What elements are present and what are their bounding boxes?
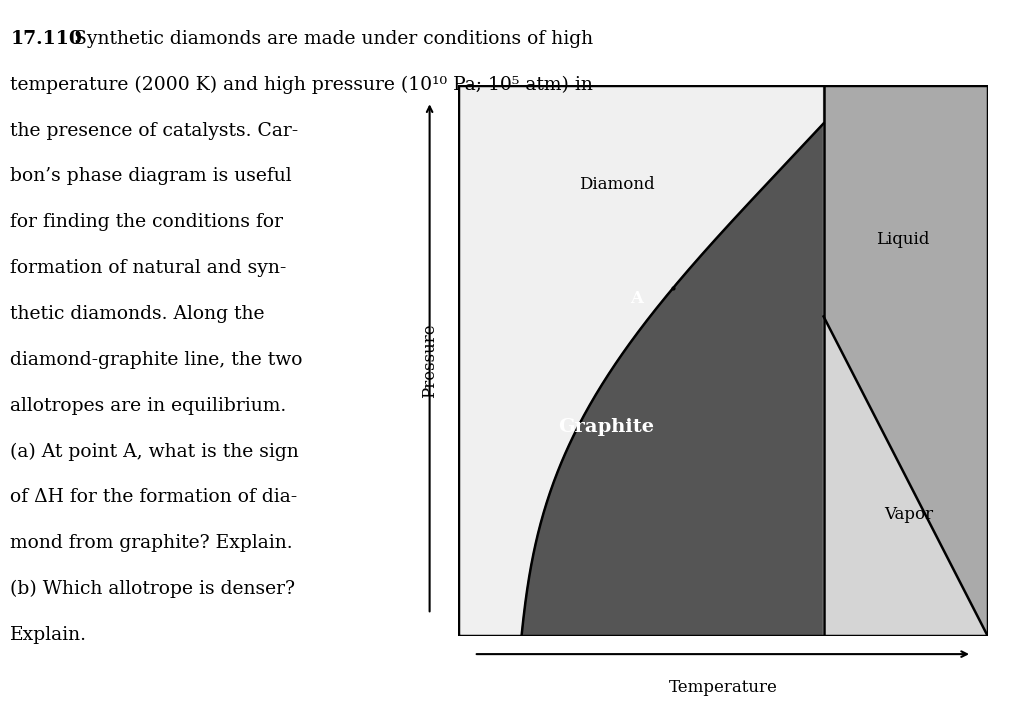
Text: Graphite: Graphite [559,418,654,436]
Text: Explain.: Explain. [10,626,87,643]
Text: bon’s phase diagram is useful: bon’s phase diagram is useful [10,168,292,185]
Polygon shape [823,317,988,636]
Text: diamond-graphite line, the two: diamond-graphite line, the two [10,351,303,369]
Polygon shape [458,124,823,636]
Polygon shape [458,85,823,636]
Text: formation of natural and syn-: formation of natural and syn- [10,259,287,277]
Text: (b) Which allotrope is denser?: (b) Which allotrope is denser? [10,580,295,598]
Text: A: A [630,290,643,307]
Text: 17.110: 17.110 [10,30,82,48]
Text: Diamond: Diamond [579,175,654,192]
Text: temperature (2000 K) and high pressure (10¹⁰ Pa; 10⁵ atm) in: temperature (2000 K) and high pressure (… [10,76,593,94]
Polygon shape [823,85,988,636]
Text: allotropes are in equilibrium.: allotropes are in equilibrium. [10,397,286,414]
Text: of ΔH for the formation of dia-: of ΔH for the formation of dia- [10,488,297,506]
Text: (a) At point A, what is the sign: (a) At point A, what is the sign [10,443,299,461]
Text: Liquid: Liquid [877,230,930,247]
Text: Pressure: Pressure [421,323,438,398]
Text: Vapor: Vapor [884,506,933,523]
Text: Temperature: Temperature [669,679,777,696]
Text: the presence of catalysts. Car-: the presence of catalysts. Car- [10,122,298,140]
Text: Synthetic diamonds are made under conditions of high: Synthetic diamonds are made under condit… [74,30,594,48]
Text: for finding the conditions for: for finding the conditions for [10,214,283,231]
Text: mond from graphite? Explain.: mond from graphite? Explain. [10,534,293,552]
Text: thetic diamonds. Along the: thetic diamonds. Along the [10,305,264,323]
